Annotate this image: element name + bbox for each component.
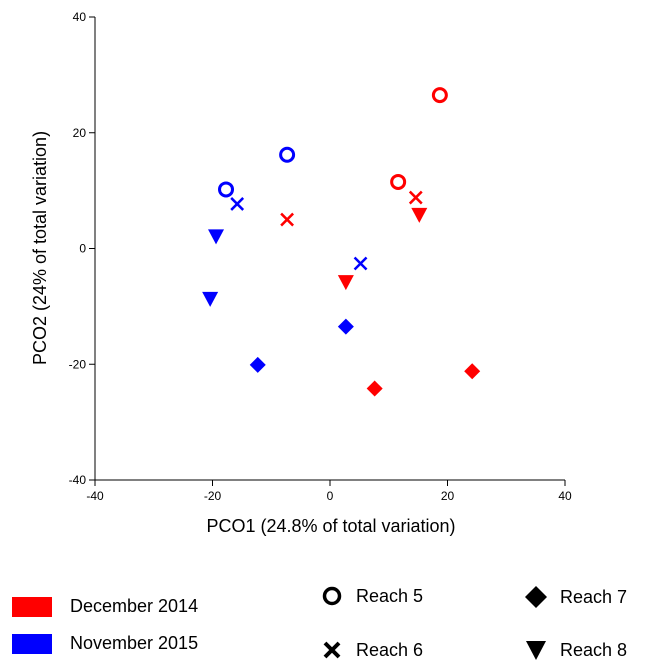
diamond-icon [525,586,547,608]
legend-item-november-2015: November 2015 [12,633,198,654]
data-point-diamond [337,318,354,335]
legend-item-reach-6: Reach 6 [320,638,423,662]
y-tick-label: 20 [73,126,87,140]
x-tick-label: -20 [204,489,222,503]
x-tick-label: -40 [86,489,104,503]
legend-item-reach-8: Reach 8 [524,638,627,662]
data-point-circle [218,181,235,198]
circle-icon [322,586,342,606]
data-point-triangle-down [208,229,225,245]
blue-swatch [12,633,52,654]
x-tick-label: 40 [558,489,572,503]
data-point-circle [390,173,407,190]
x-icon [323,641,341,659]
triangle-down-icon [526,641,546,660]
red-swatch [12,596,52,617]
legend-label: Reach 7 [560,586,628,607]
y-tick-label: 0 [79,242,86,256]
y-tick-label: 40 [73,10,87,24]
legend-label: Reach 5 [356,585,424,606]
legend-label: Reach 6 [356,639,424,660]
axes: -40 -20 0 20 40 -40 -20 0 20 40 [69,10,572,503]
data-point-diamond [366,380,383,397]
data-point-x [353,256,368,271]
legend-item-december-2014: December 2014 [12,596,198,617]
x-axis-label: PCO1 (24.8% of total variation) [206,516,455,536]
data-point-x [230,197,245,211]
data-point-triangle-down [202,291,219,307]
legend-item-reach-5: Reach 5 [320,584,423,608]
data-point-x [408,190,423,205]
y-tick-label: -40 [69,473,87,487]
y-tick-label: -20 [69,357,87,371]
data-point-circle [279,146,296,163]
data-point-x [280,212,294,227]
legend-label: Reach 8 [560,639,628,660]
x-tick-label: 0 [327,489,334,503]
x-tick-label: 20 [441,489,455,503]
data-points [202,87,481,397]
legend-label: November 2015 [70,633,199,653]
scatter-chart: -40 -20 0 20 40 -40 -20 0 20 40 PCO1 (24.8% of to… [30,10,572,536]
data-point-circle [431,87,448,104]
y-axis-label: PCO2 (24% of total variation) [30,131,50,365]
legend-item-reach-7: Reach 7 [524,585,627,609]
data-point-triangle-down [337,275,354,291]
data-point-diamond [249,356,266,373]
legend-label: December 2014 [70,596,199,616]
data-point-diamond [464,363,481,380]
data-point-triangle-down [411,207,428,223]
